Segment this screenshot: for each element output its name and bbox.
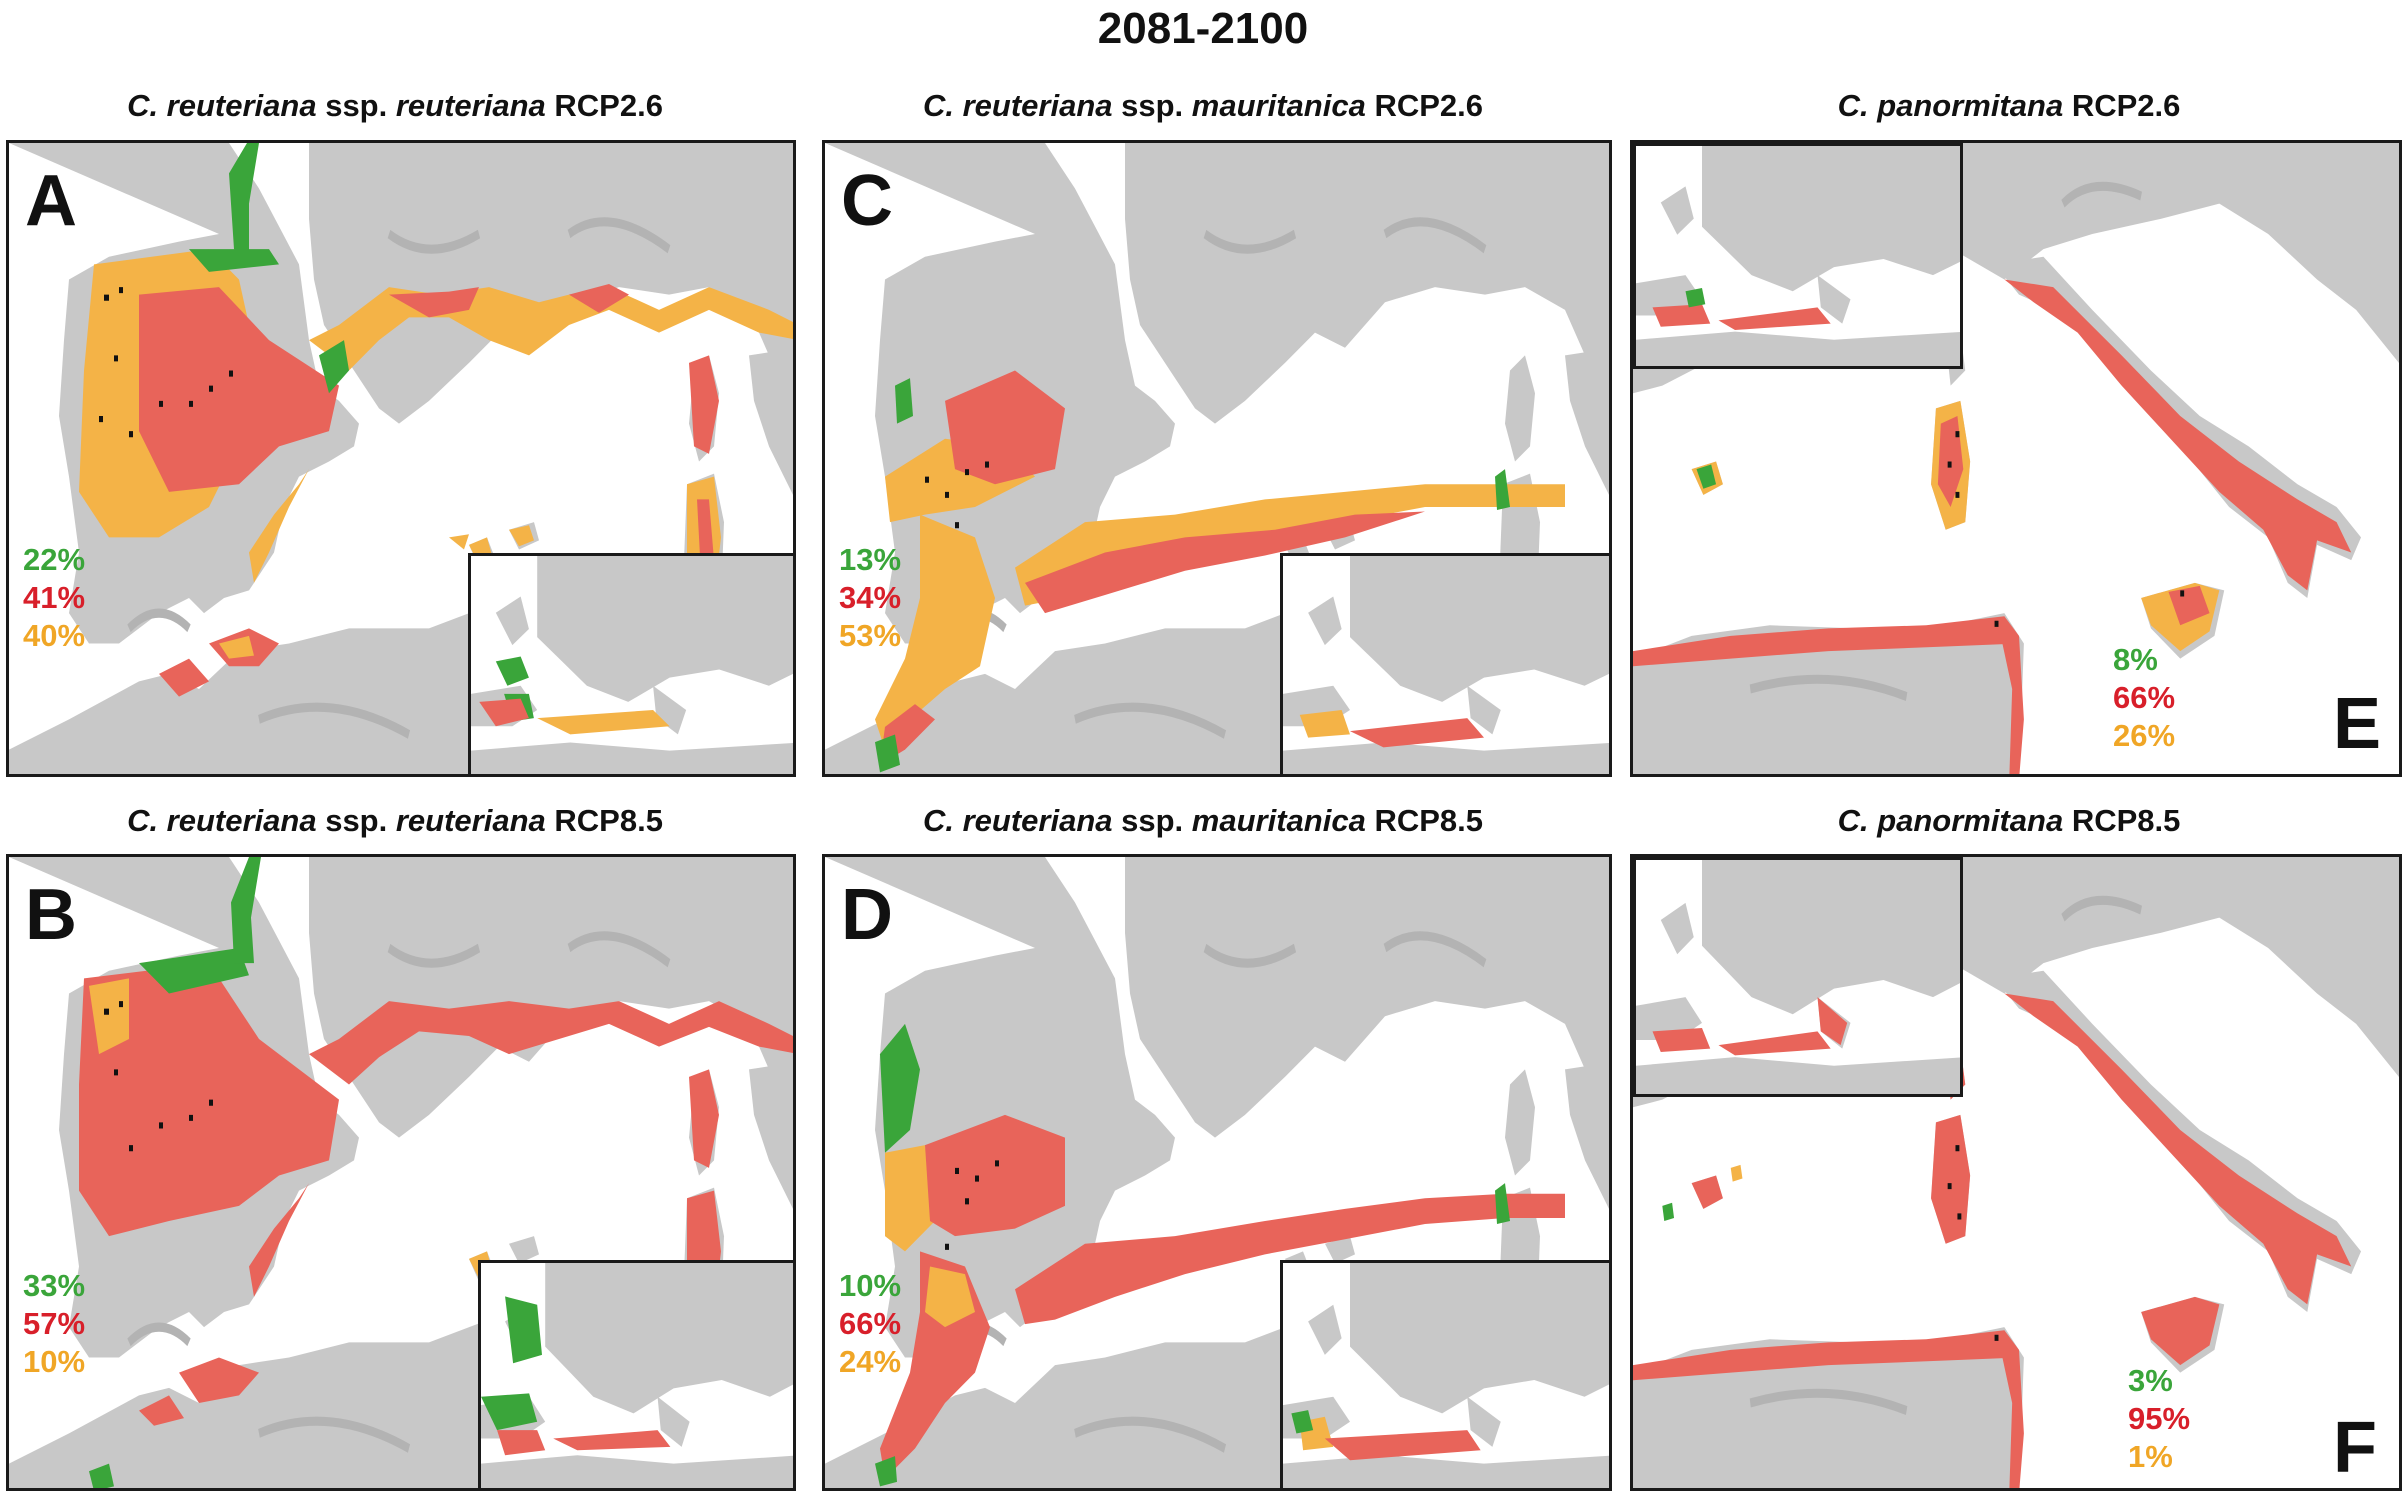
subspecies-name: mauritanica (1191, 803, 1366, 838)
panel-F-map: 3% 95% 1% F (1630, 854, 2402, 1491)
europe-inset (1280, 1260, 1612, 1491)
panel-A-map: A 22% 41% 40% (6, 140, 796, 777)
pct-red: 95% (2128, 1401, 2191, 1436)
pct-green: 3% (2128, 1363, 2173, 1398)
panel-letter: B (25, 875, 77, 955)
pct-green: 8% (2113, 642, 2158, 677)
taxon-name: C. reuteriana (127, 88, 317, 123)
percentages: 10% 66% 24% (839, 1267, 901, 1381)
map-canvas (825, 857, 1612, 1491)
percentages: 22% 41% 40% (23, 541, 85, 655)
europe-inset (468, 553, 796, 777)
panel-letter: D (841, 875, 893, 955)
inset-map (1283, 556, 1612, 777)
map-canvas (1633, 857, 2402, 1488)
subspecies-name: reuteriana (395, 803, 546, 838)
pct-green: 13% (839, 542, 902, 577)
subspecies-name: mauritanica (1191, 88, 1366, 123)
pct-orange: 10% (23, 1344, 86, 1379)
panel-F-title: C. panormitana RCP8.5 (1614, 803, 2404, 839)
pct-green: 10% (839, 1268, 902, 1303)
panel-B-map: B 33% 57% 10% (6, 854, 796, 1491)
scenario: RCP8.5 (2071, 803, 2181, 838)
scenario: RCP2.6 (2071, 88, 2181, 123)
percentages: 8% 66% 26% (2113, 641, 2175, 755)
panel-A-title: C. reuteriana ssp. reuteriana RCP2.6 (0, 88, 790, 124)
europe-inset (478, 1260, 796, 1491)
europe-inset (1633, 143, 1963, 369)
ssp-word: ssp. (325, 803, 388, 838)
taxon-name: C. reuteriana (127, 803, 317, 838)
panel-E-map: 8% 66% 26% E (1630, 140, 2402, 777)
inset-map (1636, 146, 1963, 369)
europe-inset (1633, 857, 1963, 1097)
pct-red: 41% (23, 580, 86, 615)
figure-title: 2081-2100 (1097, 4, 1309, 53)
pct-orange: 1% (2128, 1439, 2173, 1474)
taxon-name: C. panormitana (1837, 803, 2064, 838)
panel-C-map: C 13% 34% 53% (822, 140, 1612, 777)
scenario: RCP2.6 (554, 88, 663, 123)
scenario: RCP2.6 (1374, 88, 1483, 123)
panel-E-title: C. panormitana RCP2.6 (1614, 88, 2404, 124)
inset-map (1636, 860, 1963, 1097)
pct-orange: 53% (839, 618, 902, 653)
map-canvas (9, 143, 793, 777)
panel-D-map: D 10% 66% 24% (822, 854, 1612, 1491)
europe-inset (1280, 553, 1612, 777)
panel-letter: E (2333, 684, 2382, 764)
taxon-name: C. panormitana (1837, 88, 2064, 123)
ssp-word: ssp. (1121, 803, 1184, 838)
percentages: 3% 95% 1% (2128, 1362, 2190, 1476)
pct-orange: 24% (839, 1344, 902, 1379)
panel-letter: C (841, 161, 893, 241)
taxon-name: C. reuteriana (923, 88, 1113, 123)
percentages: 13% 34% 53% (839, 541, 901, 655)
subspecies-name: reuteriana (395, 88, 546, 123)
ssp-word: ssp. (1121, 88, 1184, 123)
pct-green: 33% (23, 1268, 86, 1303)
inset-map (1283, 1263, 1612, 1491)
ssp-word: ssp. (325, 88, 388, 123)
scenario: RCP8.5 (554, 803, 663, 838)
pct-orange: 40% (23, 618, 86, 653)
pct-red: 66% (2113, 680, 2176, 715)
taxon-name: C. reuteriana (923, 803, 1113, 838)
panel-letter: A (25, 161, 77, 241)
panel-C-title: C. reuteriana ssp. mauritanica RCP2.6 (808, 88, 1598, 124)
inset-map (481, 1263, 796, 1491)
panel-letter: F (2333, 1408, 2377, 1488)
panel-D-title: C. reuteriana ssp. mauritanica RCP8.5 (808, 803, 1598, 839)
map-canvas (1633, 143, 2402, 774)
map-canvas (9, 857, 793, 1488)
pct-red: 57% (23, 1306, 86, 1341)
panel-B-title: C. reuteriana ssp. reuteriana RCP8.5 (0, 803, 790, 839)
scenario: RCP8.5 (1374, 803, 1483, 838)
percentages: 33% 57% 10% (23, 1267, 85, 1381)
map-canvas (825, 143, 1612, 777)
inset-map (471, 556, 796, 777)
pct-green: 22% (23, 542, 86, 577)
pct-red: 66% (839, 1306, 902, 1341)
pct-red: 34% (839, 580, 902, 615)
pct-orange: 26% (2113, 718, 2176, 753)
